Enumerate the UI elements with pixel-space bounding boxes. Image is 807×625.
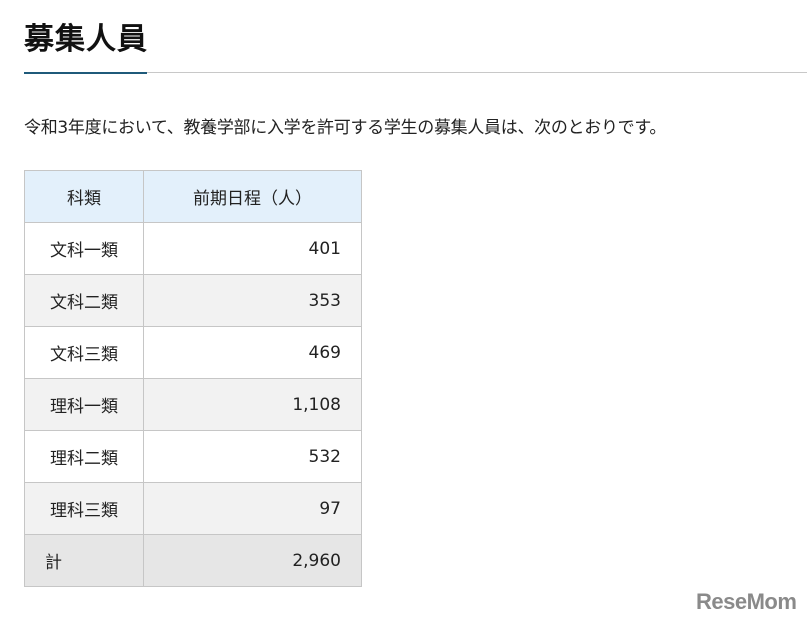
title-accent-line xyxy=(24,72,147,74)
row-value: 353 xyxy=(143,274,362,327)
lead-text: 令和3年度において、教養学部に入学を許可する学生の募集人員は、次のとおりです。 xyxy=(24,118,667,138)
table-total-row: 計 2,960 xyxy=(24,534,362,587)
total-value: 2,960 xyxy=(143,534,362,587)
page-title: 募集人員 xyxy=(24,22,148,57)
row-value: 97 xyxy=(143,482,362,535)
row-name: 理科二類 xyxy=(24,430,144,483)
row-name: 文科三類 xyxy=(24,326,144,379)
table-row: 文科一類 401 xyxy=(24,222,362,275)
total-label: 計 xyxy=(24,534,144,587)
row-name: 文科二類 xyxy=(24,274,144,327)
row-value: 1,108 xyxy=(143,378,362,431)
table-row: 理科一類 1,108 xyxy=(24,378,362,431)
row-value: 532 xyxy=(143,430,362,483)
enrollment-table: 科類 前期日程（人） 文科一類 401 文科二類 353 文科三類 469 理科一類 1… xyxy=(24,170,362,587)
table-row: 理科三類 97 xyxy=(24,482,362,535)
header-count: 前期日程（人） xyxy=(143,170,362,223)
header-category: 科類 xyxy=(24,170,144,223)
table-header: 科類 前期日程（人） xyxy=(24,170,362,223)
table-row: 理科二類 532 xyxy=(24,430,362,483)
resemom-logo: ReseMom xyxy=(696,589,797,614)
table-row: 文科三類 469 xyxy=(24,326,362,379)
row-value: 469 xyxy=(143,326,362,379)
title-divider xyxy=(24,72,807,73)
row-name: 理科一類 xyxy=(24,378,144,431)
row-value: 401 xyxy=(143,222,362,275)
row-name: 文科一類 xyxy=(24,222,144,275)
row-name: 理科三類 xyxy=(24,482,144,535)
table-row: 文科二類 353 xyxy=(24,274,362,327)
